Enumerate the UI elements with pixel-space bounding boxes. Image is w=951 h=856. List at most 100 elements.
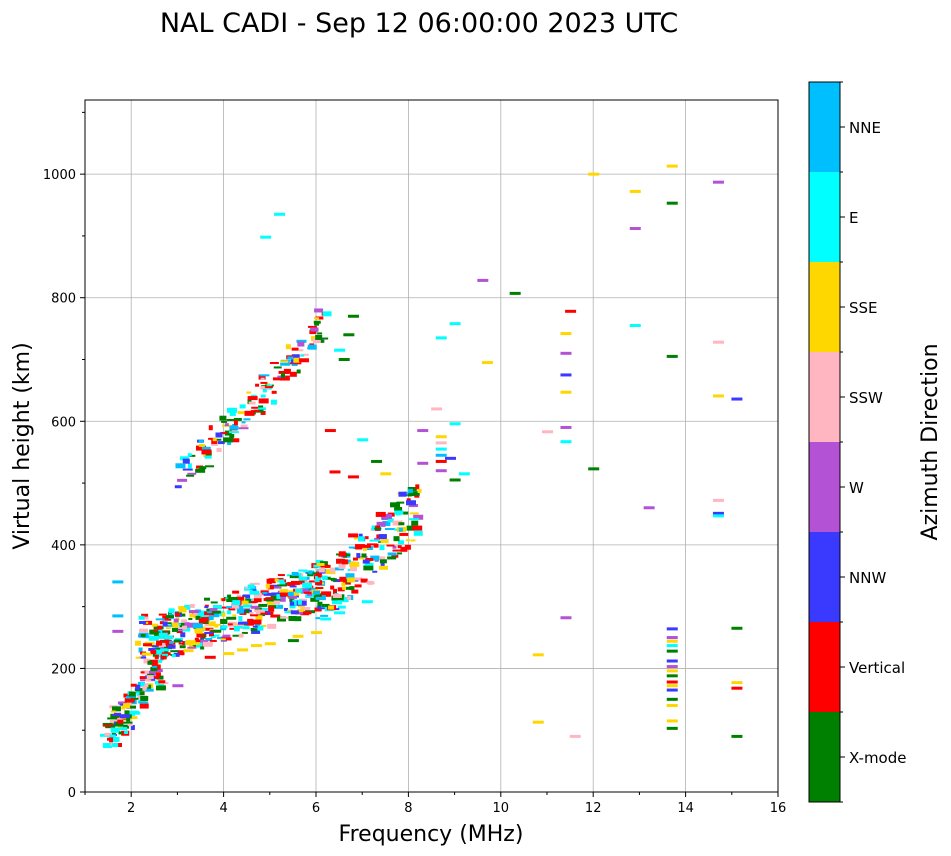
echo-mark: [233, 417, 242, 421]
echo-point: [435, 447, 447, 451]
echo-mark: [358, 533, 363, 539]
echo-mark: [139, 621, 147, 625]
echo-mark: [245, 609, 250, 614]
echo-mark: [297, 341, 305, 347]
echo-point: [112, 580, 124, 584]
x-tick-label: 4: [219, 801, 227, 816]
echo-point: [731, 681, 743, 685]
echo-mark: [197, 635, 205, 638]
echo-mark: [376, 521, 386, 527]
echo-mark: [244, 586, 251, 589]
echo-mark: [293, 357, 301, 363]
echo-mark: [271, 586, 282, 589]
echo-mark: [311, 572, 317, 575]
echo-mark: [220, 606, 231, 609]
echo-point: [542, 430, 553, 434]
y-tick-label: 1000: [43, 168, 76, 183]
echo-mark: [317, 606, 325, 610]
echo-mark: [259, 374, 270, 377]
echo-mark: [244, 410, 255, 416]
echo-mark: [267, 585, 274, 590]
echo-mark: [115, 717, 123, 722]
echo-mark: [387, 552, 397, 556]
echo-mark: [296, 369, 301, 374]
echo-point: [666, 649, 678, 653]
echo-mark: [321, 591, 332, 597]
echo-mark: [411, 492, 420, 496]
echo-mark: [119, 714, 130, 719]
colorbar-segment: [809, 712, 840, 802]
echo-mark: [365, 557, 374, 561]
echo-point: [712, 514, 724, 518]
echo-mark: [180, 632, 186, 638]
echo-mark: [208, 615, 214, 621]
echo-mark: [164, 635, 174, 640]
echo-mark: [141, 670, 152, 675]
echo-mark: [397, 545, 402, 549]
echo-mark: [297, 599, 302, 605]
echo-mark: [300, 607, 311, 611]
echo-mark: [221, 625, 228, 629]
echo-mark: [358, 536, 365, 542]
echo-mark: [250, 410, 260, 413]
echo-point: [532, 720, 544, 724]
echo-mark: [260, 410, 266, 415]
echo-mark: [221, 612, 226, 617]
echo-mark: [232, 614, 237, 617]
echo-mark: [187, 453, 192, 457]
echo-mark: [217, 441, 225, 445]
echo-point: [371, 459, 383, 463]
y-tick-label: 200: [51, 662, 76, 677]
echo-mark: [237, 621, 248, 625]
echo-mark: [127, 700, 132, 706]
echo-mark: [345, 586, 351, 590]
echo-mark: [315, 575, 322, 580]
echo-mark: [333, 608, 340, 611]
colorbar-label: Azimuth Direction: [918, 343, 943, 540]
echo-mark: [204, 597, 211, 601]
echo-mark: [332, 588, 337, 594]
echo-mark: [155, 669, 163, 673]
echo-mark: [286, 574, 291, 577]
echo-mark: [279, 375, 290, 381]
echo-mark: [140, 683, 149, 688]
echo-mark: [270, 595, 281, 601]
echo-mark: [204, 606, 209, 609]
echo-point: [666, 636, 678, 640]
echo-mark: [188, 644, 194, 648]
echo-mark: [225, 606, 236, 609]
echo-mark: [387, 556, 397, 560]
echo-mark: [297, 605, 305, 608]
echo-mark: [341, 559, 348, 565]
echo-mark: [158, 613, 167, 616]
echo-mark: [201, 449, 212, 455]
echo-mark: [209, 639, 217, 642]
echo-mark: [298, 576, 307, 581]
echo-mark: [232, 423, 238, 427]
echo-point: [731, 397, 743, 401]
echo-mark: [291, 362, 298, 366]
echo-mark: [109, 720, 118, 724]
echo-mark: [386, 544, 395, 547]
echo-mark: [148, 635, 159, 641]
echo-mark: [304, 586, 310, 590]
echo-mark: [150, 667, 158, 672]
echo-mark: [228, 431, 239, 434]
echo-point: [666, 627, 678, 631]
echo-point: [431, 407, 443, 411]
echo-mark: [315, 334, 323, 340]
echo-mark: [379, 565, 389, 570]
echo-mark: [177, 650, 185, 656]
echo-mark: [138, 647, 143, 653]
echo-mark: [262, 388, 267, 393]
echo-mark: [192, 623, 203, 629]
echo-mark: [210, 443, 218, 446]
echo-mark: [413, 514, 424, 520]
echo-mark: [278, 370, 289, 374]
echo-mark: [309, 580, 316, 583]
echo-mark: [189, 613, 199, 618]
echo-mark: [360, 578, 368, 583]
echo-mark: [229, 627, 236, 630]
echo-mark: [331, 595, 338, 601]
echo-mark: [249, 582, 260, 585]
